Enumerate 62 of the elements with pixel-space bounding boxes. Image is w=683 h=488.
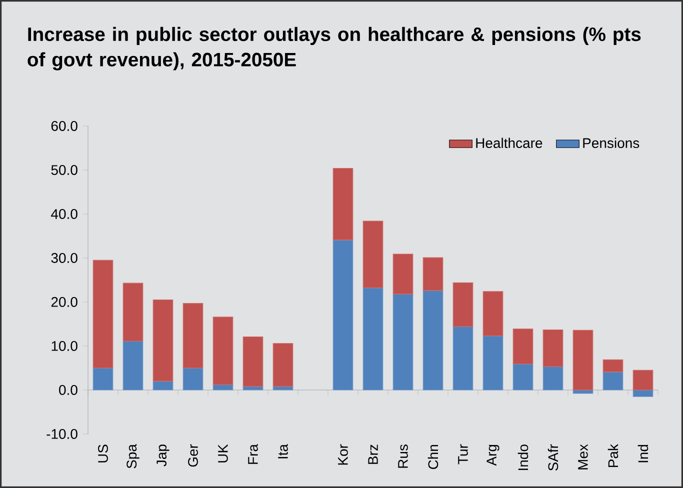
x-tick-label: Fra	[248, 444, 258, 464]
legend-label: Pensions	[583, 138, 640, 148]
x-tick-label: Ita	[278, 444, 288, 458]
bar	[602, 372, 624, 390]
bar	[422, 257, 444, 291]
bar	[512, 328, 534, 364]
bar	[182, 303, 204, 368]
x-tick-label: Ger	[188, 444, 198, 467]
legend-label: Healthcare	[476, 138, 542, 148]
bar	[242, 336, 264, 387]
bar	[452, 326, 474, 390]
x-tick-label: Kor	[338, 444, 348, 465]
y-tick-label: 30.0	[51, 253, 78, 263]
bar	[542, 329, 564, 367]
x-tick-label: US	[98, 444, 108, 462]
bar	[452, 282, 474, 327]
bar	[332, 168, 354, 240]
y-tick-label: 50.0	[51, 165, 78, 175]
bar	[182, 368, 204, 390]
y-tick-label: 60.0	[51, 121, 78, 131]
bar	[392, 294, 414, 390]
bar	[362, 220, 384, 288]
bar	[512, 364, 534, 390]
x-tick-label: Indo	[518, 444, 528, 470]
x-tick-label: Spa	[126, 444, 140, 468]
bar	[632, 390, 654, 397]
x-tick-label: Tur	[458, 444, 468, 464]
chart-title: Increase in public sector outlays on healthcare & pensions (% pts of govt revenue), 2015-2050E	[28, 26, 641, 70]
y-tick-label: -10.0	[46, 429, 78, 439]
x-tick-label: Jap	[156, 444, 170, 466]
x-tick-label: Chn	[428, 444, 438, 469]
bar	[362, 288, 384, 390]
x-tick-label: Arg	[486, 444, 500, 466]
bar	[272, 343, 294, 387]
bar	[542, 366, 564, 390]
x-tick-label: Rus	[398, 444, 408, 468]
bar	[632, 370, 654, 390]
y-tick-label: 20.0	[51, 297, 78, 307]
x-tick-label: Ind	[638, 444, 648, 462]
y-tick-label: 10.0	[52, 341, 78, 351]
bar	[572, 330, 594, 390]
x-tick-label: SAfr	[548, 444, 558, 471]
bar	[392, 254, 414, 294]
bar	[422, 290, 444, 390]
bar	[92, 260, 114, 368]
x-tick-label: UK	[218, 444, 228, 462]
bar	[482, 336, 504, 390]
bar	[602, 359, 624, 372]
x-tick-label: Pak	[608, 444, 618, 468]
y-tick-label: 40.0	[51, 209, 78, 219]
y-tick-label: 0.0	[59, 385, 78, 395]
bar	[332, 240, 354, 390]
bar	[152, 300, 174, 382]
x-tick-label: Mex	[578, 444, 588, 470]
bar	[122, 340, 144, 390]
bar	[92, 368, 114, 390]
bar	[152, 380, 174, 390]
bar	[122, 282, 144, 342]
bar	[212, 316, 234, 385]
x-tick-label: Brz	[368, 444, 378, 464]
bar	[482, 291, 504, 336]
bar	[212, 384, 234, 390]
